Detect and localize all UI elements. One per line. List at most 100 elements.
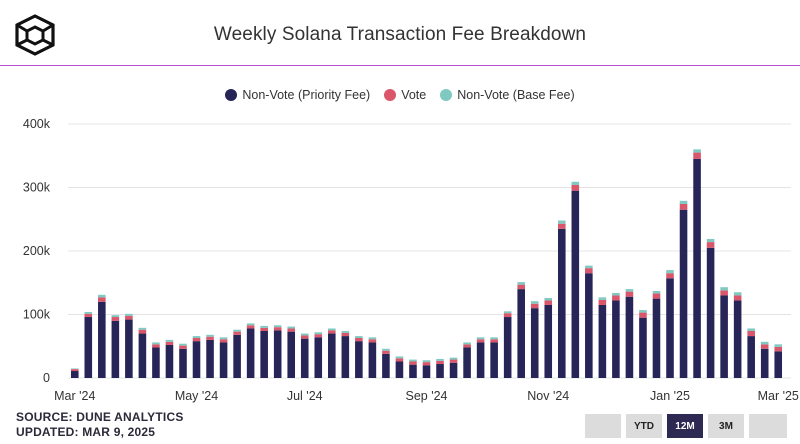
bar-segment-base [490, 337, 498, 340]
bar-segment-priority [517, 289, 525, 378]
bar-segment-base [219, 337, 228, 340]
bar-segment-priority [530, 308, 539, 378]
bar-segment-vote [300, 335, 309, 339]
bar-segment-base [138, 327, 147, 330]
bar-segment-base [355, 336, 363, 338]
updated-line: UPDATED: MAR 9, 2025 [16, 425, 156, 439]
bar-segment-vote [287, 328, 296, 332]
x-tick-label: Jul '24 [287, 389, 323, 403]
bar-segment-base [125, 313, 133, 316]
legend-swatch-priority [225, 89, 238, 101]
bar-segment-vote [219, 339, 228, 343]
legend-item-priority[interactable]: Non-Vote (Priority Fee) [225, 88, 370, 102]
bar-segment-priority [70, 371, 79, 378]
bar-segment-base [260, 325, 268, 328]
bar-segment-priority [625, 296, 634, 378]
y-tick-label: 200k [23, 244, 51, 258]
bar-segment-base [706, 238, 715, 243]
bar-segment-priority [179, 348, 187, 378]
range-button-12m[interactable]: 12M [667, 414, 703, 438]
x-tick-label: May '24 [175, 389, 218, 403]
bar-segment-priority [571, 190, 580, 378]
bar-segment-vote [233, 331, 241, 335]
bar-segment-vote [693, 152, 701, 159]
bar-segment-priority [422, 365, 431, 378]
bar-segment-base [273, 325, 282, 328]
bar-segment-base [98, 294, 106, 298]
bar-segment-base [679, 200, 688, 205]
bar-segment-base [328, 328, 336, 331]
range-button-ytd[interactable]: YTD [626, 414, 662, 438]
bar-segment-base [382, 348, 390, 351]
bar-segment-vote [368, 339, 377, 343]
x-tick-label: Nov '24 [527, 389, 569, 403]
bar-segment-base [165, 339, 174, 342]
bar-segment-vote [639, 312, 647, 318]
bar-segment-priority [720, 295, 728, 378]
bar-segment-vote [774, 346, 783, 352]
bar-segment-vote [70, 369, 79, 372]
bar-segment-priority [463, 347, 471, 378]
bar-segment-vote [463, 344, 471, 348]
bar-segment-vote [192, 337, 201, 342]
bar-segment-base [585, 265, 593, 269]
range-button-blank-left[interactable] [585, 414, 621, 438]
bar-segment-priority [612, 300, 620, 378]
bar-segment-vote [355, 337, 363, 342]
range-selector: YTD 12M 3M [585, 414, 787, 438]
bar-segment-vote [720, 290, 728, 296]
bar-segment-vote [760, 344, 769, 349]
bar-segment-vote [706, 242, 715, 248]
bar-segment-base [70, 368, 79, 370]
bar-segment-vote [476, 339, 485, 343]
bar-segment-vote [314, 334, 323, 338]
bar-segment-priority [368, 342, 377, 378]
bar-segment-vote [585, 268, 593, 274]
bar-segment-vote [544, 300, 553, 305]
bar-segment-vote [84, 313, 93, 318]
bar-segment-priority [382, 353, 390, 378]
bar-segment-base [341, 331, 350, 333]
bar-segment-vote [395, 358, 404, 362]
bar-segment-priority [233, 334, 241, 378]
bar-segment-priority [300, 338, 309, 378]
bar-segment-base [774, 344, 783, 347]
x-tick-label: Mar '25 [758, 389, 799, 403]
bar-segment-priority [666, 278, 674, 378]
legend-label-priority: Non-Vote (Priority Fee) [242, 88, 371, 102]
range-button-blank-right[interactable] [749, 414, 787, 438]
bar-segment-priority [598, 304, 607, 378]
bar-segment-priority [328, 333, 336, 378]
bar-segment-base [192, 336, 201, 338]
bar-segment-vote [679, 204, 688, 210]
source-note: SOURCE: DUNE ANALYTICS UPDATED: MAR 9, 2… [16, 410, 184, 440]
bar-segment-priority [84, 317, 93, 378]
bar-segment-priority [585, 273, 593, 378]
bar-segment-priority [503, 317, 512, 378]
bar-segment-priority [774, 351, 783, 378]
bar-segment-vote [733, 295, 742, 301]
bar-segment-priority [165, 344, 174, 378]
legend-item-vote[interactable]: Vote [384, 88, 426, 102]
x-tick-label: Mar '24 [54, 389, 95, 403]
bar-segment-priority [287, 331, 296, 378]
bar-segment-vote [409, 361, 417, 365]
bar-segment-priority [260, 331, 268, 378]
bar-segment-base [517, 282, 525, 285]
legend-swatch-base [440, 89, 453, 101]
bar-segment-vote [206, 336, 214, 340]
bar-segment-base [733, 292, 742, 296]
bar-segment-base [557, 220, 566, 224]
bar-segment-priority [395, 361, 404, 378]
bar-segment-vote [517, 284, 525, 290]
legend-item-base[interactable]: Non-Vote (Base Fee) [440, 88, 575, 102]
range-button-3m[interactable]: 3M [708, 414, 744, 438]
bar-segment-vote [179, 345, 187, 349]
bar-segment-base [503, 311, 512, 314]
bar-segment-base [530, 301, 539, 304]
bar-segment-priority [219, 342, 228, 378]
bar-segment-vote [165, 341, 174, 345]
bar-segment-base [639, 310, 647, 313]
bar-segment-priority [760, 348, 769, 378]
